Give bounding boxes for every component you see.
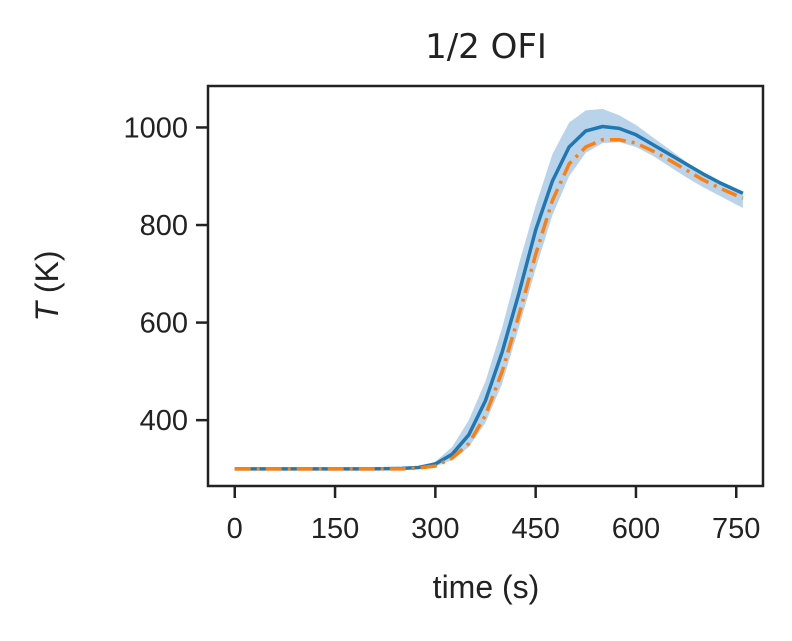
plot-area — [234, 108, 744, 471]
y-axis: 400 600 800 1000 — [123, 112, 208, 437]
y-axis-label-unit: (K) — [29, 250, 65, 302]
x-axis-label: time (s) — [433, 569, 540, 605]
series-line-2 — [234, 137, 744, 471]
y-tick-label: 800 — [140, 210, 188, 242]
y-tick-label: 1000 — [123, 112, 188, 144]
y-axis-label: T (K) — [29, 250, 65, 321]
y-tick-label: 400 — [140, 405, 188, 437]
x-tick-label: 300 — [411, 513, 459, 545]
x-tick-label: 150 — [311, 513, 359, 545]
x-tick-label: 450 — [511, 513, 559, 545]
chart-title: 1/2 OFI — [425, 27, 547, 67]
y-tick-label: 600 — [140, 308, 188, 340]
y-axis-label-symbol: T — [29, 300, 65, 322]
series-line-1 — [234, 124, 744, 471]
x-axis: 0 150 300 450 600 750 — [227, 486, 760, 545]
uncertainty-band — [234, 108, 743, 469]
x-tick-label: 750 — [712, 513, 760, 545]
x-tick-label: 0 — [227, 513, 243, 545]
x-tick-label: 600 — [612, 513, 660, 545]
plot-frame — [206, 84, 765, 488]
